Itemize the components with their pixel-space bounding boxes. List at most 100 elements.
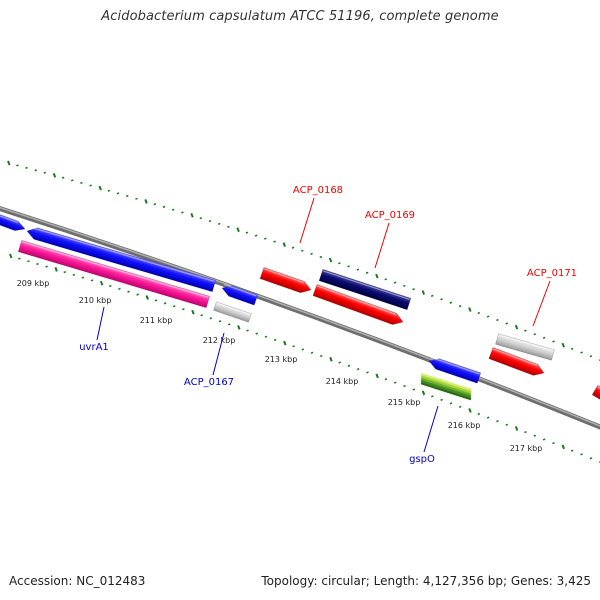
backbone-highlight — [0, 206, 600, 427]
inner-minor-tick — [45, 265, 48, 268]
outer-minor-tick — [181, 211, 184, 214]
outer-major-tick — [98, 185, 102, 191]
inner-minor-tick — [163, 302, 167, 305]
inner-minor-tick — [412, 388, 416, 391]
backbone-line — [0, 205, 600, 430]
gene-arrow-ACP_0171-red — [488, 346, 545, 376]
outer-minor-tick — [135, 197, 138, 200]
gene-features — [0, 212, 600, 402]
outer-minor-tick — [477, 311, 481, 315]
gene-arrow-blue-left-edge — [0, 212, 26, 231]
outer-minor-tick — [319, 255, 323, 259]
outer-major-tick — [144, 199, 148, 204]
outer-minor-tick — [356, 268, 360, 271]
inner-minor-tick — [431, 395, 434, 398]
outer-minor-tick — [61, 176, 65, 179]
tick-label: 209 kbp — [17, 279, 50, 288]
gene-arrow-red — [312, 283, 404, 325]
inner-major-tick — [54, 267, 58, 272]
gene-arrow-ACP_0168-red — [259, 266, 312, 294]
outer-minor-tick — [254, 234, 258, 237]
outer-minor-tick — [70, 179, 74, 182]
outer-minor-tick — [80, 181, 83, 185]
outer-minor-tick — [43, 171, 47, 174]
outer-major-tick — [375, 273, 379, 279]
leader-line — [423, 405, 439, 453]
gene-label-acp_0169[interactable]: ACP_0169 — [365, 210, 415, 221]
gene-arrow-pink — [17, 239, 211, 309]
outer-minor-tick — [245, 231, 249, 234]
outer-minor-tick — [25, 166, 28, 169]
outer-minor-tick — [552, 340, 555, 343]
gene-label-gspo[interactable]: gspO — [409, 454, 435, 465]
inner-minor-tick — [118, 287, 121, 290]
tick-label: 215 kbp — [388, 398, 421, 407]
inner-minor-tick — [366, 371, 369, 374]
outer-major-tick — [282, 242, 286, 247]
inner-minor-tick — [440, 398, 443, 402]
outer-major-tick — [7, 160, 11, 166]
inner-major-tick — [561, 444, 565, 450]
leader-line — [374, 222, 390, 269]
gene-arrow-ACP_0167-blue — [221, 283, 259, 306]
inner-minor-tick — [108, 284, 112, 288]
tick-label: 210 kbp — [79, 296, 112, 305]
inner-minor-tick — [27, 260, 30, 263]
outer-minor-tick — [580, 351, 583, 354]
inner-major-tick — [9, 253, 13, 259]
gene-arrow-red-right-edge — [591, 384, 600, 402]
inner-minor-tick — [273, 338, 277, 342]
inner-minor-tick — [36, 262, 39, 266]
inner-minor-tick — [227, 323, 231, 326]
inner-minor-tick — [356, 368, 360, 371]
topology-text: Topology: circular; Length: 4,127,356 bp… — [261, 574, 591, 588]
inner-minor-tick — [486, 416, 490, 419]
outer-minor-tick — [116, 192, 120, 195]
outer-major-tick — [514, 324, 519, 330]
inner-minor-tick — [63, 270, 67, 274]
tick-label: 217 kbp — [510, 444, 543, 453]
tick-label: 211 kbp — [140, 316, 173, 325]
outer-minor-tick — [384, 278, 388, 281]
inner-major-tick — [191, 309, 195, 315]
inner-minor-tick — [319, 354, 323, 358]
inner-minor-tick — [505, 423, 509, 426]
outer-minor-tick — [412, 288, 415, 291]
inner-minor-tick — [136, 293, 139, 296]
outer-minor-tick — [273, 240, 276, 243]
leader-line — [532, 280, 551, 327]
outer-minor-tick — [310, 252, 313, 255]
inner-minor-tick — [182, 308, 185, 311]
inner-major-tick — [514, 426, 519, 431]
leader-line — [299, 197, 315, 244]
inner-minor-tick — [458, 405, 462, 409]
inner-minor-tick — [292, 345, 295, 348]
outer-major-tick — [52, 172, 57, 178]
leader-line — [212, 332, 225, 376]
inner-minor-tick — [384, 378, 388, 381]
outer-minor-tick — [125, 194, 129, 198]
gene-label-uvra1[interactable]: uvrA1 — [79, 342, 109, 353]
outer-major-tick — [190, 212, 194, 218]
inner-major-tick — [329, 356, 333, 362]
inner-minor-tick — [209, 317, 213, 320]
outer-minor-tick — [107, 189, 111, 192]
inner-minor-tick — [200, 314, 204, 317]
inner-minor-tick — [542, 438, 546, 441]
inner-minor-tick — [524, 430, 527, 434]
gene-label-acp_0167[interactable]: ACP_0167 — [184, 377, 234, 388]
outer-tick-ring — [7, 160, 600, 362]
outer-minor-tick — [217, 222, 221, 226]
outer-minor-tick — [505, 322, 509, 325]
outer-minor-tick — [496, 318, 499, 322]
inner-minor-tick — [477, 412, 481, 416]
accession-text: Accession: NC_012483 — [9, 574, 146, 588]
genome-backbone — [0, 205, 600, 430]
outer-minor-tick — [402, 284, 406, 288]
gene-label-acp_0168[interactable]: ACP_0168 — [293, 185, 343, 196]
outer-minor-tick — [458, 304, 462, 308]
inner-minor-tick — [533, 434, 537, 437]
inner-major-tick — [468, 408, 472, 413]
outer-minor-tick — [300, 249, 304, 252]
gene-label-acp_0171[interactable]: ACP_0171 — [527, 268, 577, 279]
